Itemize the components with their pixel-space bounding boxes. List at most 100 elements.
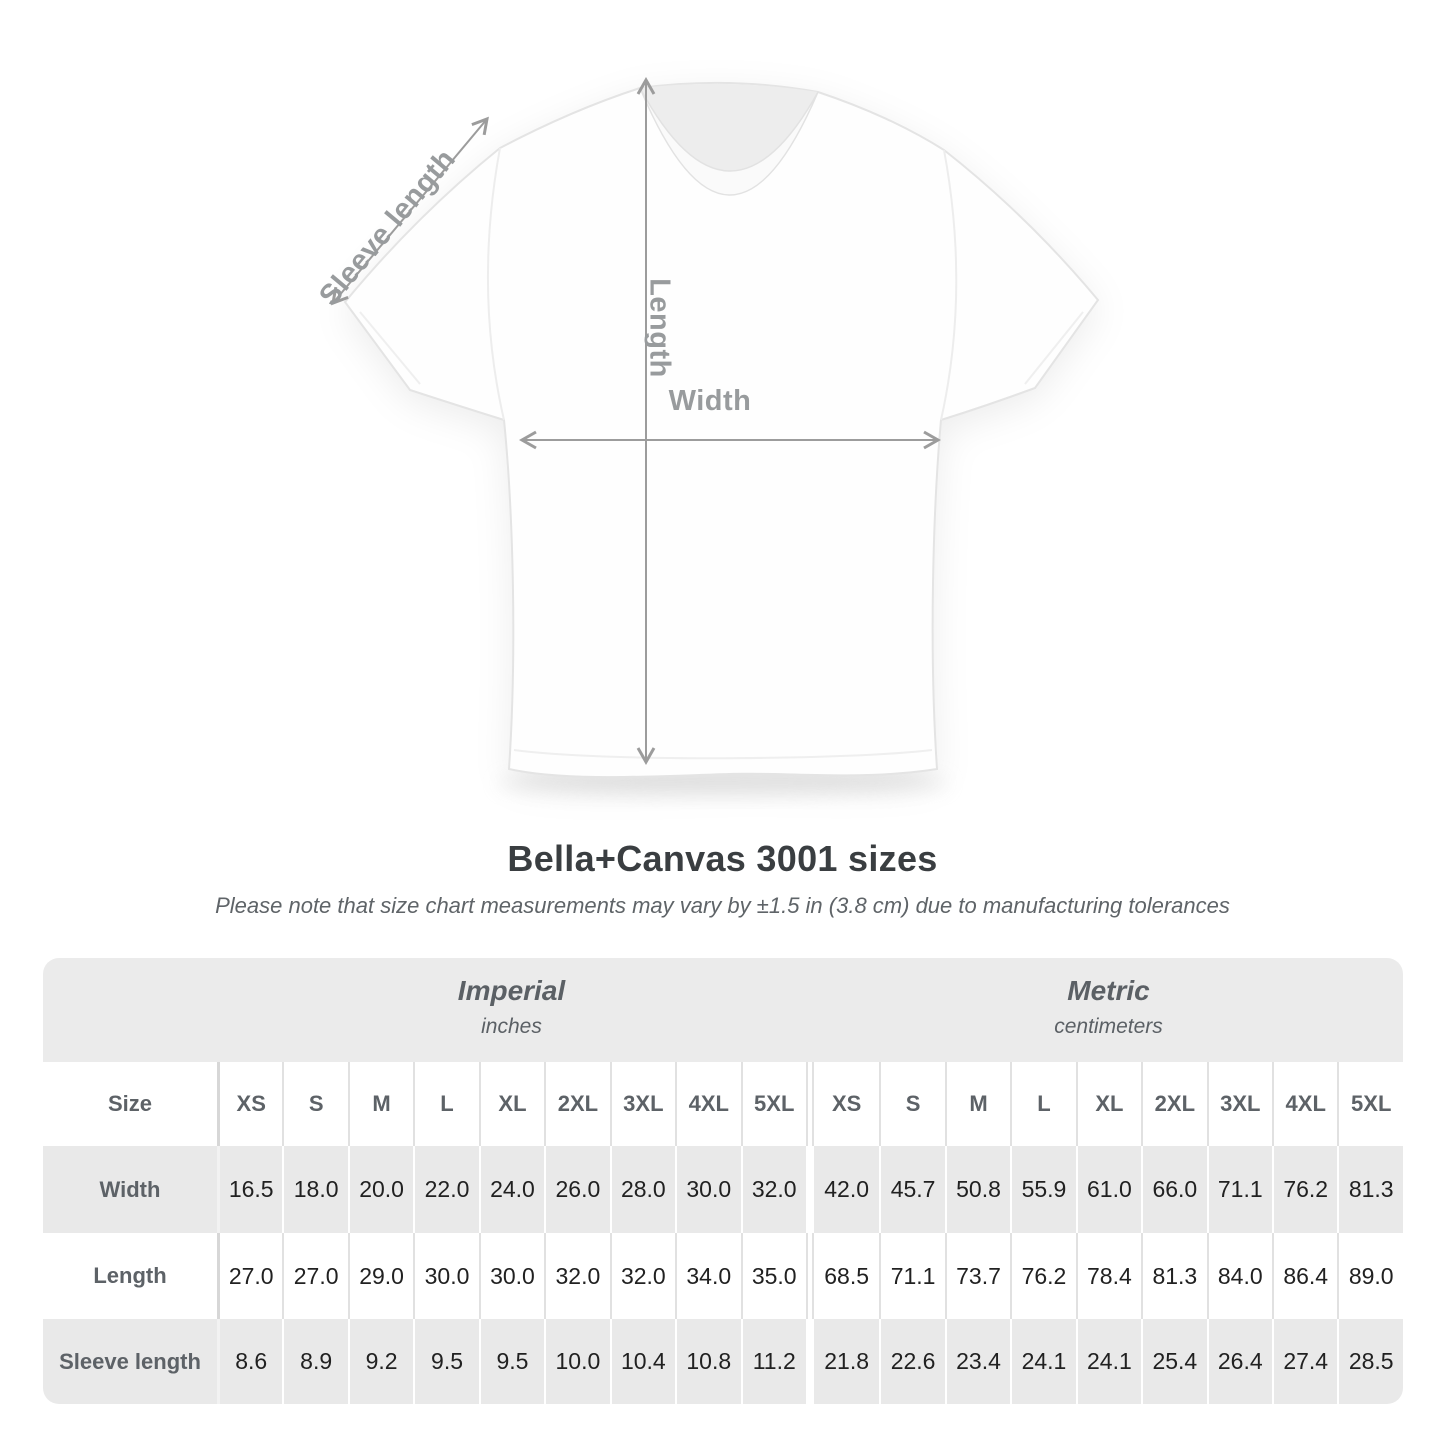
value-cell: 23.4 [944, 1319, 1010, 1404]
value-cell: 61.0 [1075, 1146, 1141, 1233]
value-cell: 8.6 [217, 1319, 282, 1404]
value-cell: 24.0 [478, 1146, 544, 1233]
value-cell: 71.1 [879, 1233, 944, 1319]
value-cell: 10.8 [675, 1319, 740, 1404]
value-cell: 24.1 [1075, 1319, 1141, 1404]
value-cell: 81.3 [1141, 1233, 1206, 1319]
value-cell: 34.0 [675, 1233, 740, 1319]
size-chart-card: Imperial inches Metric centimeters Size … [43, 958, 1403, 1404]
value-cell: 26.4 [1206, 1319, 1272, 1404]
section-divider [805, 1146, 814, 1233]
value-cell: 9.5 [478, 1319, 544, 1404]
value-cell: 28.0 [609, 1146, 675, 1233]
caption: Bella+Canvas 3001 sizes Please note that… [0, 838, 1445, 919]
size-col-header: 3XL [1206, 1062, 1272, 1146]
size-col-header: 5XL [1337, 1062, 1403, 1146]
value-cell: 84.0 [1206, 1233, 1272, 1319]
value-cell: 81.3 [1337, 1146, 1403, 1233]
value-cell: 30.0 [675, 1146, 740, 1233]
page-title: Bella+Canvas 3001 sizes [507, 838, 938, 879]
value-cell: 27.4 [1272, 1319, 1337, 1404]
size-col-header: S [282, 1062, 347, 1146]
size-col-header: M [347, 1062, 413, 1146]
value-cell: 21.8 [824, 1348, 870, 1374]
imperial-unit: inches [481, 1015, 542, 1038]
size-col-header: 2XL [544, 1062, 609, 1146]
size-col-header: 4XL [1272, 1062, 1337, 1146]
metric-unit: centimeters [1054, 1015, 1163, 1038]
tshirt-illustration [0, 0, 1100, 796]
value-cell: 26.0 [544, 1146, 609, 1233]
size-col-header: S [879, 1062, 944, 1146]
tolerance-note: Please note that size chart measurements… [215, 893, 1230, 918]
value-cell: 25.4 [1141, 1319, 1206, 1404]
width-row-label: Width [99, 1176, 161, 1202]
value-cell: 68.5 [824, 1262, 870, 1289]
value-cell: 10.0 [544, 1319, 609, 1404]
value-cell: 20.0 [347, 1146, 413, 1233]
value-cell: 45.7 [879, 1146, 944, 1233]
sleeve-length-row: Sleeve length 8.6 8.9 9.2 9.5 9.5 10.0 1… [43, 1319, 1403, 1404]
size-col-header: M [944, 1062, 1010, 1146]
size-col-header: XL [478, 1062, 544, 1146]
size-col-header: XL [1075, 1062, 1141, 1146]
imperial-section-header: Imperial inches [217, 975, 806, 1062]
size-col-header: L [1010, 1062, 1075, 1146]
metric-section-header: Metric centimeters [814, 975, 1403, 1062]
size-col-header: 2XL [1141, 1062, 1206, 1146]
value-cell: 76.2 [1010, 1233, 1075, 1319]
section-divider [805, 1319, 814, 1404]
value-cell: 86.4 [1272, 1233, 1337, 1319]
value-cell: 78.4 [1075, 1233, 1141, 1319]
size-row-label: Size [107, 1091, 153, 1116]
imperial-label: Imperial [457, 975, 566, 1006]
tshirt-body [343, 81, 1100, 779]
size-header-row: Size XS S M L XL 2XL 3XL 4XL 5XL XS S M … [43, 1062, 1403, 1146]
value-cell: 18.0 [282, 1146, 347, 1233]
size-col-header: XS [217, 1062, 282, 1146]
value-cell: 89.0 [1337, 1233, 1403, 1319]
value-cell: 8.9 [282, 1319, 347, 1404]
tshirt-measurement-diagram: Sleeve length Length Width [0, 0, 1100, 796]
width-row: Width 16.5 18.0 20.0 22.0 24.0 26.0 28.0… [43, 1146, 1403, 1233]
units-header-band: Imperial inches Metric centimeters [43, 958, 1403, 1062]
length-label: Length [643, 278, 676, 378]
size-col-header: L [413, 1062, 478, 1146]
value-cell: 32.0 [740, 1146, 806, 1233]
length-row: Length 27.0 27.0 29.0 30.0 30.0 32.0 32.… [43, 1233, 1403, 1319]
collar-band [639, 87, 819, 196]
value-cell: 16.5 [217, 1146, 282, 1233]
value-cell: 30.0 [478, 1233, 544, 1319]
value-cell: 55.9 [1010, 1146, 1075, 1233]
value-cell: 29.0 [347, 1233, 413, 1319]
value-cell: 27.0 [282, 1233, 347, 1319]
section-divider [805, 1233, 814, 1319]
value-cell: 73.7 [944, 1233, 1010, 1319]
value-cell: 9.2 [347, 1319, 413, 1404]
value-cell: 71.1 [1206, 1146, 1272, 1233]
value-cell: 22.6 [879, 1319, 944, 1404]
length-row-label: Length [93, 1263, 167, 1288]
width-label: Width [668, 385, 752, 417]
value-cell: 30.0 [413, 1233, 478, 1319]
size-col-header: 4XL [675, 1062, 740, 1146]
section-divider [805, 1062, 814, 1146]
value-cell: 10.4 [609, 1319, 675, 1404]
value-cell: 50.8 [944, 1146, 1010, 1233]
value-cell: 76.2 [1272, 1146, 1337, 1233]
value-cell: 22.0 [413, 1146, 478, 1233]
value-cell: 9.5 [413, 1319, 478, 1404]
value-cell: 66.0 [1141, 1146, 1206, 1233]
value-cell: 32.0 [544, 1233, 609, 1319]
sleeve-length-arrow [333, 119, 487, 303]
value-cell: 42.0 [824, 1176, 870, 1202]
size-col-header: XS [831, 1091, 862, 1116]
value-cell: 27.0 [217, 1233, 282, 1319]
size-col-header: 3XL [609, 1062, 675, 1146]
size-table: Size XS S M L XL 2XL 3XL 4XL 5XL XS S M … [43, 1062, 1403, 1404]
sleeve-length-row-label: Sleeve length [59, 1348, 201, 1374]
value-cell: 24.1 [1010, 1319, 1075, 1404]
value-cell: 35.0 [740, 1233, 806, 1319]
metric-label: Metric [1067, 975, 1150, 1006]
